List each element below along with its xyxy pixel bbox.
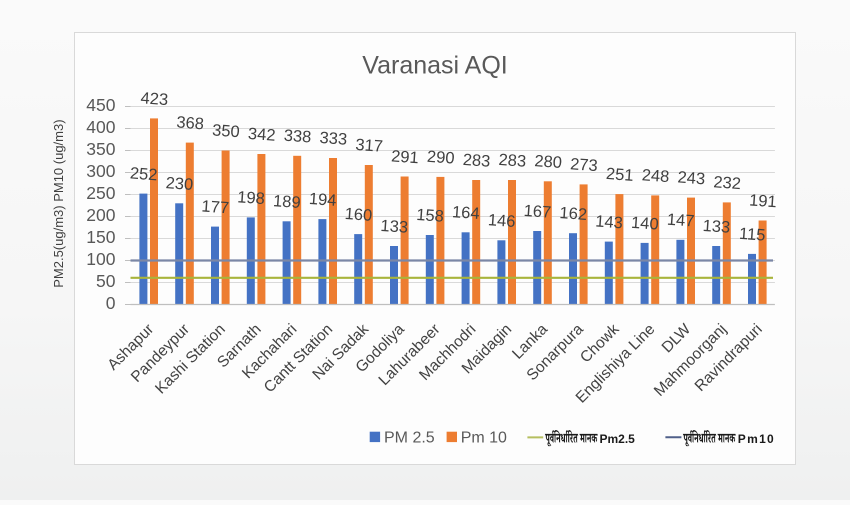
svg-text:333: 333 <box>319 129 348 149</box>
svg-text:0: 0 <box>106 293 116 313</box>
svg-text:162: 162 <box>559 204 588 224</box>
svg-text:50: 50 <box>96 271 116 291</box>
svg-text:350: 350 <box>212 121 241 141</box>
svg-text:400: 400 <box>86 117 115 137</box>
svg-text:Pm 10: Pm 10 <box>461 430 507 447</box>
svg-text:Pm2.5: Pm2.5 <box>600 432 636 446</box>
svg-text:115: 115 <box>738 225 766 245</box>
svg-text:317: 317 <box>355 136 384 156</box>
svg-text:189: 189 <box>272 192 301 212</box>
svg-text:283: 283 <box>462 151 491 171</box>
svg-text:158: 158 <box>416 206 445 226</box>
svg-text:PM 2.5: PM 2.5 <box>384 430 435 447</box>
svg-text:147: 147 <box>666 211 695 231</box>
svg-text:283: 283 <box>498 151 527 171</box>
svg-text:338: 338 <box>283 127 312 147</box>
svg-text:100: 100 <box>86 249 115 269</box>
svg-text:273: 273 <box>570 155 599 175</box>
svg-text:133: 133 <box>380 217 409 237</box>
svg-text:368: 368 <box>176 113 205 133</box>
svg-text:PM2.5(ug/m3) PM10 (ug/m3): PM2.5(ug/m3) PM10 (ug/m3) <box>51 119 66 287</box>
svg-text:146: 146 <box>487 211 516 231</box>
svg-text:150: 150 <box>86 227 115 247</box>
svg-text:230: 230 <box>165 174 194 194</box>
svg-text:133: 133 <box>702 217 731 237</box>
svg-text:243: 243 <box>677 168 706 188</box>
svg-text:160: 160 <box>344 205 373 225</box>
svg-text:140: 140 <box>630 214 659 234</box>
svg-text:143: 143 <box>595 212 624 232</box>
svg-text:423: 423 <box>140 89 169 109</box>
svg-text:450: 450 <box>86 95 115 115</box>
svg-text:350: 350 <box>86 139 115 159</box>
svg-text:191: 191 <box>749 191 778 211</box>
svg-text:252: 252 <box>129 164 158 184</box>
svg-text:200: 200 <box>86 205 115 225</box>
svg-text:342: 342 <box>247 125 276 145</box>
svg-text:164: 164 <box>451 203 480 223</box>
svg-text:232: 232 <box>713 173 742 193</box>
svg-text:177: 177 <box>201 197 230 217</box>
svg-text:250: 250 <box>86 183 115 203</box>
svg-text:167: 167 <box>523 202 552 222</box>
svg-text:300: 300 <box>86 161 115 181</box>
svg-text:248: 248 <box>641 166 670 186</box>
svg-text:198: 198 <box>237 188 266 208</box>
svg-text:291: 291 <box>391 147 420 167</box>
svg-text:290: 290 <box>426 148 455 168</box>
svg-text:251: 251 <box>605 165 634 185</box>
svg-text:194: 194 <box>308 190 337 210</box>
svg-text:280: 280 <box>534 152 563 172</box>
svg-text:Pm10: Pm10 <box>738 432 775 446</box>
svg-text:Varanasi AQI: Varanasi AQI <box>362 52 507 80</box>
